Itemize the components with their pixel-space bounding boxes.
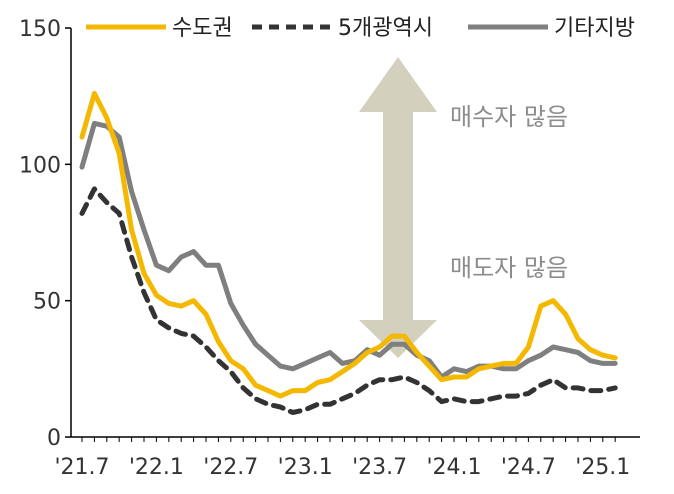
x-tick-label: '23.1 (278, 455, 333, 480)
x-tick-label: '24.1 (426, 455, 481, 480)
x-axis-ticks: '21.7 '22.1 '22.7 '23.1 '23.7 '24.1 '24.7 '25.1 (54, 437, 630, 480)
annotation-more-buyers: 매수자 많음 (450, 103, 568, 131)
x-tick-label: '23.7 (352, 455, 407, 480)
series-lines (79, 90, 618, 415)
double-arrow-icon (359, 57, 437, 358)
y-tick-label: 100 (19, 153, 61, 178)
legend-label-other-regions: 기타지방 (554, 16, 635, 41)
annotation-more-sellers: 매도자 많음 (450, 254, 568, 282)
x-tick-label: '21.7 (54, 455, 109, 480)
series-line-five-metro-cities (79, 186, 618, 415)
series-line-other-regions (79, 120, 618, 380)
y-tick-label: 50 (33, 290, 61, 315)
x-tick-label: '22.7 (203, 455, 258, 480)
x-tick-label: '25.1 (575, 455, 630, 480)
y-axis-ticks: 0 50 100 150 (19, 17, 71, 451)
x-tick-label: '24.7 (501, 455, 556, 480)
legend: 수도권 5개광역시 기타지방 (86, 16, 635, 41)
y-tick-label: 150 (19, 17, 61, 42)
x-tick-label: '22.1 (129, 455, 184, 480)
legend-label-capital-area: 수도권 (172, 16, 233, 41)
series-line-capital-area (79, 90, 618, 399)
legend-label-five-metro-cities: 5개광역시 (338, 16, 433, 41)
y-tick-label: 0 (47, 426, 61, 451)
